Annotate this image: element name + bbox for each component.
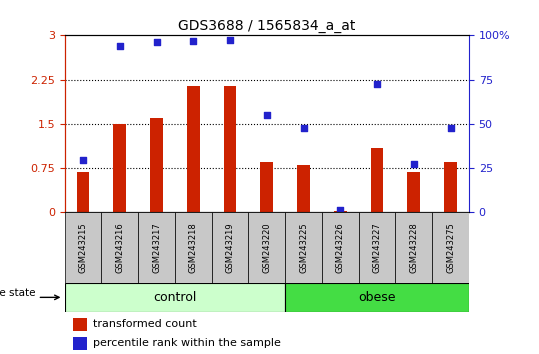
Bar [73,337,87,350]
Text: disease state: disease state [0,288,36,298]
Point [189,38,198,44]
Bar [175,212,212,283]
Text: percentile rank within the sample: percentile rank within the sample [93,338,281,348]
Bar [396,212,432,283]
Point [152,40,161,45]
Bar [65,283,285,312]
Text: GSM243228: GSM243228 [409,222,418,273]
Bar [101,212,138,283]
Title: GDS3688 / 1565834_a_at: GDS3688 / 1565834_a_at [178,19,356,33]
Bar [212,212,248,283]
Bar [322,212,358,283]
Text: GSM243216: GSM243216 [115,222,125,273]
Text: GSM243227: GSM243227 [372,222,382,273]
Point [373,81,382,87]
Bar [260,162,273,212]
Bar [248,212,285,283]
Text: GSM243225: GSM243225 [299,222,308,273]
Bar [224,86,237,212]
Bar [138,212,175,283]
Text: GSM243219: GSM243219 [225,222,234,273]
Text: control: control [153,291,197,304]
Text: GSM243217: GSM243217 [152,222,161,273]
Bar [432,212,469,283]
Bar [444,162,457,212]
Text: transformed count: transformed count [93,319,197,329]
Point [336,207,344,213]
Point [79,158,87,163]
Bar [371,148,383,212]
Point [115,43,124,49]
Text: GSM243275: GSM243275 [446,222,455,273]
Point [262,112,271,118]
Text: obese: obese [358,291,396,304]
Bar [285,212,322,283]
Text: GSM243218: GSM243218 [189,222,198,273]
Bar [358,212,396,283]
Point [410,161,418,167]
Point [226,37,234,42]
Bar [73,318,87,331]
Text: GSM243226: GSM243226 [336,222,345,273]
Bar [150,118,163,212]
Text: GSM243215: GSM243215 [79,222,87,273]
Bar [334,211,347,212]
Bar [187,86,200,212]
Bar [285,283,469,312]
Bar [407,172,420,212]
Bar [77,172,89,212]
Bar [65,212,101,283]
Bar [297,165,310,212]
Text: GSM243220: GSM243220 [262,222,271,273]
Point [446,125,455,131]
Bar [113,124,126,212]
Point [299,125,308,131]
